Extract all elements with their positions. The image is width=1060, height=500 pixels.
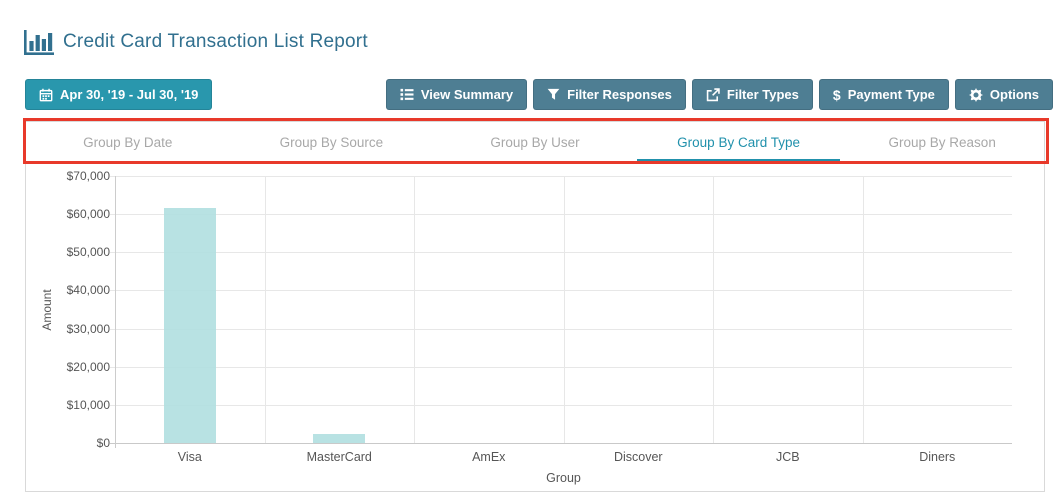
x-category-label: Discover bbox=[564, 450, 714, 464]
page-title: Credit Card Transaction List Report bbox=[63, 31, 368, 53]
gridline-h bbox=[110, 214, 1012, 215]
x-category-label: AmEx bbox=[414, 450, 564, 464]
funnel-icon bbox=[547, 88, 560, 101]
gridline-h bbox=[110, 405, 1012, 406]
report-panel: Group By Date Group By Source Group By U… bbox=[25, 121, 1045, 492]
dollar-icon: $ bbox=[833, 88, 841, 102]
tab-group-by-source[interactable]: Group By Source bbox=[230, 122, 434, 163]
tab-group-by-card-type[interactable]: Group By Card Type bbox=[637, 122, 841, 163]
filter-responses-label: Filter Responses bbox=[567, 87, 672, 102]
toolbar-actions: View Summary Filter Responses bbox=[386, 79, 1053, 110]
gridline-h bbox=[110, 290, 1012, 291]
group-by-tab-bar: Group By Date Group By Source Group By U… bbox=[26, 122, 1044, 164]
external-link-icon bbox=[706, 88, 720, 102]
bar-chart: Amount Group $0$10,000$20,000$30,000$40,… bbox=[26, 164, 1044, 491]
toolbar: Apr 30, '19 - Jul 30, '19 View Summary F… bbox=[25, 79, 1053, 110]
x-category-label: Visa bbox=[115, 450, 265, 464]
gridline-h bbox=[110, 443, 1012, 444]
gear-icon bbox=[969, 88, 983, 102]
gridline-h bbox=[110, 252, 1012, 253]
list-icon bbox=[400, 88, 414, 101]
payment-type-label: Payment Type bbox=[848, 87, 935, 102]
y-tick-label: $50,000 bbox=[26, 245, 110, 259]
filter-types-label: Filter Types bbox=[727, 87, 799, 102]
view-summary-button[interactable]: View Summary bbox=[386, 79, 527, 110]
gridline-h bbox=[110, 176, 1012, 177]
x-category-label: MasterCard bbox=[265, 450, 415, 464]
y-tick-label: $40,000 bbox=[26, 283, 110, 297]
filter-types-button[interactable]: Filter Types bbox=[692, 79, 813, 110]
gridline-h bbox=[110, 367, 1012, 368]
x-axis-title: Group bbox=[115, 471, 1012, 485]
filter-responses-button[interactable]: Filter Responses bbox=[533, 79, 686, 110]
options-label: Options bbox=[990, 87, 1039, 102]
gridline-v bbox=[265, 176, 266, 443]
options-button[interactable]: Options bbox=[955, 79, 1053, 110]
report-header: Credit Card Transaction List Report bbox=[24, 28, 368, 55]
x-category-label: JCB bbox=[713, 450, 863, 464]
tab-group-by-date[interactable]: Group By Date bbox=[26, 122, 230, 163]
gridline-v bbox=[564, 176, 565, 443]
date-range-label: Apr 30, '19 - Jul 30, '19 bbox=[60, 87, 198, 102]
y-tick-label: $60,000 bbox=[26, 207, 110, 221]
tab-group-by-user[interactable]: Group By User bbox=[433, 122, 637, 163]
x-category-label: Diners bbox=[863, 450, 1013, 464]
bar-visa[interactable] bbox=[164, 208, 216, 443]
tab-group-by-reason[interactable]: Group By Reason bbox=[840, 122, 1044, 163]
gridline-v bbox=[713, 176, 714, 443]
calendar-icon bbox=[39, 88, 53, 102]
y-tick-label: $10,000 bbox=[26, 398, 110, 412]
payment-type-button[interactable]: $ Payment Type bbox=[819, 79, 949, 110]
gridline-v bbox=[414, 176, 415, 443]
view-summary-label: View Summary bbox=[421, 87, 513, 102]
y-tick-label: $20,000 bbox=[26, 360, 110, 374]
y-tick-label: $30,000 bbox=[26, 322, 110, 336]
y-tick-label: $70,000 bbox=[26, 169, 110, 183]
bar-chart-icon bbox=[24, 28, 54, 55]
gridline-v bbox=[863, 176, 864, 443]
bar-mastercard[interactable] bbox=[313, 434, 365, 443]
date-range-button[interactable]: Apr 30, '19 - Jul 30, '19 bbox=[25, 79, 212, 110]
y-axis-line bbox=[115, 176, 116, 448]
y-tick-label: $0 bbox=[26, 436, 110, 450]
gridline-h bbox=[110, 329, 1012, 330]
